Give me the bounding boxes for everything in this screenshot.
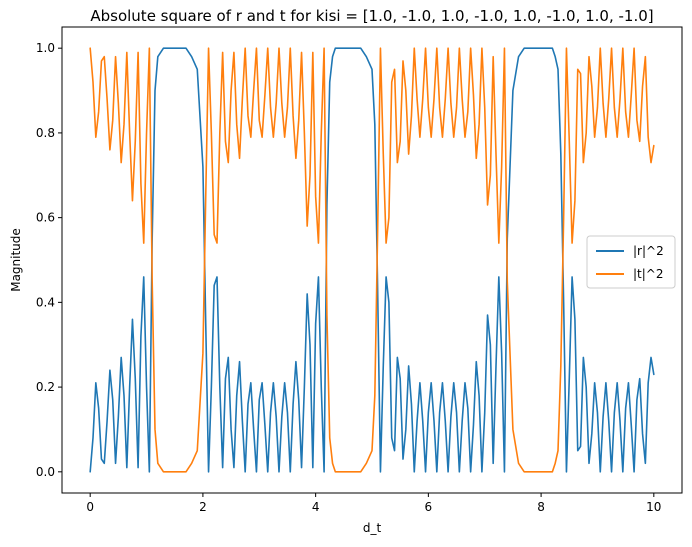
- plot-area: [61, 26, 683, 494]
- x-tick-label: 10: [646, 500, 661, 514]
- y-axis-ticks: 0.0 0.2 0.4 0.6 0.8 1.0: [36, 41, 62, 479]
- legend-label-t: |t|^2: [633, 267, 663, 281]
- y-axis-label: Magnitude: [9, 228, 23, 292]
- series-layer: [89, 47, 655, 473]
- y-tick-label: 0.0: [36, 465, 55, 479]
- legend-label-r: |r|^2: [633, 244, 664, 258]
- series-line-r: [89, 47, 655, 473]
- x-tick-label: 2: [199, 500, 207, 514]
- x-tick-label: 6: [425, 500, 433, 514]
- legend: |r|^2 |t|^2: [586, 235, 676, 289]
- y-tick-label: 0.4: [36, 295, 55, 309]
- chart-title: Absolute square of r and t for kisi = [1…: [90, 7, 653, 25]
- axes-frame: [61, 26, 683, 494]
- x-tick-label: 4: [312, 500, 320, 514]
- series-line-t: [89, 47, 655, 473]
- y-tick-label: 0.8: [36, 126, 55, 140]
- x-axis-label: d_t: [363, 521, 382, 535]
- y-tick-label: 0.6: [36, 211, 55, 225]
- y-tick-label: 0.2: [36, 380, 55, 394]
- x-tick-label: 0: [86, 500, 94, 514]
- x-axis-ticks: 0 2 4 6 8 10: [86, 493, 661, 514]
- x-tick-label: 8: [537, 500, 545, 514]
- y-tick-label: 1.0: [36, 41, 55, 55]
